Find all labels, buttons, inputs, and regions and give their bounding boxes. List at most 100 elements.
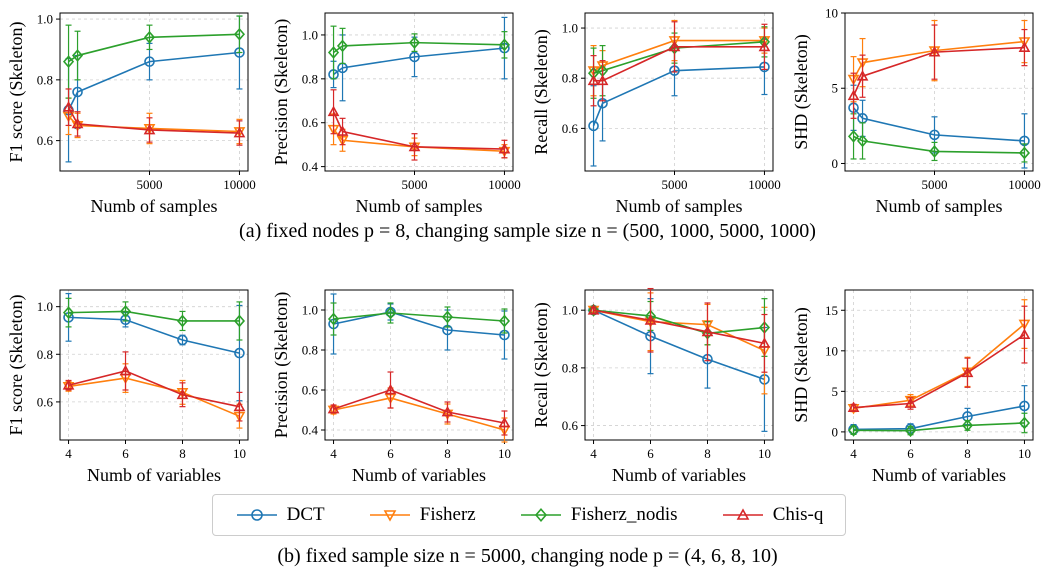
- x-tick-label: 6: [647, 446, 654, 461]
- data-point-chis-q: [498, 416, 511, 428]
- series-line-fisherz-nodis: [333, 41, 505, 54]
- y-tick-label: 0.6: [37, 394, 54, 409]
- data-point-chis-q: [62, 379, 75, 390]
- series-fisherz-nodis: [847, 412, 1031, 438]
- series-chis-q: [847, 305, 1031, 412]
- x-tick-label: 6: [907, 446, 914, 461]
- x-axis-label: Numb of variables: [352, 465, 486, 485]
- data-point-chis-q: [176, 388, 189, 400]
- data-point-chis-q: [498, 142, 511, 154]
- data-point-chis-q: [119, 364, 132, 376]
- y-tick-label: 0.8: [302, 71, 318, 86]
- data-point-fisherz-nodis: [143, 30, 156, 44]
- x-axis-label: Numb of variables: [872, 465, 1006, 485]
- data-point-fisherz-nodis: [71, 49, 84, 62]
- y-tick-label: 0.6: [37, 133, 54, 148]
- plot-frame: [844, 289, 1034, 441]
- y-tick-label: 10: [825, 6, 838, 21]
- legend: DCT Fisherz Fisherz_nodis Chis-q: [212, 494, 846, 536]
- data-point-chis-q: [384, 383, 397, 395]
- data-point-chis-q: [587, 304, 600, 315]
- series-line-chis-q: [332, 111, 505, 150]
- series-fisherz-nodis: [327, 302, 511, 336]
- y-tick-label: 0.8: [37, 72, 53, 87]
- series-dct: [848, 385, 1030, 435]
- data-point-fisherz-nodis: [1018, 146, 1031, 160]
- series-line-dct: [67, 51, 240, 111]
- series-dct: [848, 84, 1030, 169]
- series-line-fisherz: [333, 397, 505, 431]
- data-point-fisherz-nodis: [233, 27, 246, 41]
- series-line-chis-q: [593, 46, 765, 82]
- x-tick-label: 5000: [402, 177, 428, 192]
- y-axis-label: SHD (Skeleton): [791, 34, 812, 150]
- data-point-fisherz-nodis: [904, 424, 917, 438]
- series-fisherz: [587, 19, 771, 97]
- plot-frame: [324, 289, 514, 441]
- y-tick-label: 0.4: [302, 159, 319, 174]
- data-point-chis-q: [1018, 328, 1031, 339]
- y-axis-label: Precision (Skeleton): [271, 292, 292, 438]
- data-point-fisherz-nodis: [961, 419, 974, 432]
- series-line-chis-q: [593, 309, 765, 345]
- series-fisherz-nodis: [62, 15, 246, 99]
- data-point-fisherz-nodis: [928, 145, 941, 158]
- data-point-chis-q: [644, 314, 657, 325]
- y-axis-label: Recall (Skeleton): [531, 29, 552, 154]
- series-line-dct: [68, 316, 240, 354]
- data-point-chis-q: [758, 337, 771, 348]
- series-fisherz: [587, 292, 771, 395]
- series-line-fisherz-nodis: [853, 135, 1025, 154]
- data-point-chis-q: [143, 123, 156, 135]
- x-tick-label: 10: [498, 446, 511, 461]
- y-tick-label: 15: [825, 303, 838, 318]
- x-tick-label: 8: [179, 446, 186, 461]
- x-tick-label: 4: [65, 446, 72, 461]
- data-point-chis-q: [441, 405, 454, 417]
- y-tick-label: 0.6: [562, 418, 579, 433]
- y-axis-label: Precision (Skeleton): [271, 19, 292, 165]
- legend-marker-chis-q: [736, 508, 750, 520]
- x-tick-label: 10000: [1008, 177, 1041, 192]
- series-chis-q: [327, 89, 511, 161]
- data-point-chis-q: [701, 325, 714, 337]
- legend-swatch-chis-q: [722, 508, 763, 520]
- legend-label-fisherz-nodis: Fisherz_nodis: [570, 504, 678, 525]
- series-line-fisherz-nodis: [853, 422, 1025, 432]
- x-tick-label: 10000: [748, 177, 781, 192]
- chart-panel-3: 5000 10000 0.6 0.8 1.0 Numb of samples Recall …: [531, 12, 781, 216]
- legend-item-chis-q: Chis-q: [721, 504, 823, 526]
- data-point-chis-q: [847, 401, 860, 412]
- series-fisherz: [62, 363, 246, 429]
- data-point-chis-q: [327, 402, 340, 414]
- y-tick-label: 0.6: [302, 115, 319, 130]
- series-line-chis-q: [852, 46, 1025, 97]
- series-line-dct: [852, 107, 1025, 142]
- x-tick-label: 10000: [223, 177, 256, 192]
- chart-panel-6: 4 6 8 10 0.4 0.6 0.8 1.0 Numb of variables Precis…: [271, 289, 514, 485]
- plot-frame: [59, 12, 249, 172]
- y-tick-label: 1.0: [37, 12, 53, 27]
- legend-item-dct: DCT: [235, 504, 325, 526]
- y-axis-label: Recall (Skeleton): [531, 302, 552, 427]
- x-tick-label: 5000: [662, 177, 688, 192]
- data-point-fisherz-nodis: [327, 312, 340, 326]
- x-tick-label: 8: [964, 446, 971, 461]
- legend-swatch-fisherz: [369, 510, 410, 522]
- series-chis-q: [847, 24, 1031, 119]
- x-tick-label: 6: [122, 446, 129, 461]
- data-point-fisherz-nodis: [176, 314, 189, 328]
- data-point-dct: [588, 120, 599, 132]
- data-point-fisherz-nodis: [408, 36, 421, 50]
- data-point-fisherz-nodis: [498, 38, 511, 52]
- series-line-dct: [592, 66, 765, 127]
- data-point-fisherz-nodis: [327, 46, 340, 59]
- data-point-chis-q: [904, 397, 917, 408]
- series-fisherz: [327, 387, 511, 443]
- series-dct: [588, 298, 770, 432]
- legend-marker-fisherz: [383, 510, 397, 522]
- x-axis-label: Numb of variables: [612, 465, 746, 485]
- series-line-chis-q: [333, 389, 505, 424]
- y-axis-label: SHD (Skeleton): [791, 307, 812, 423]
- x-tick-label: 4: [330, 446, 337, 461]
